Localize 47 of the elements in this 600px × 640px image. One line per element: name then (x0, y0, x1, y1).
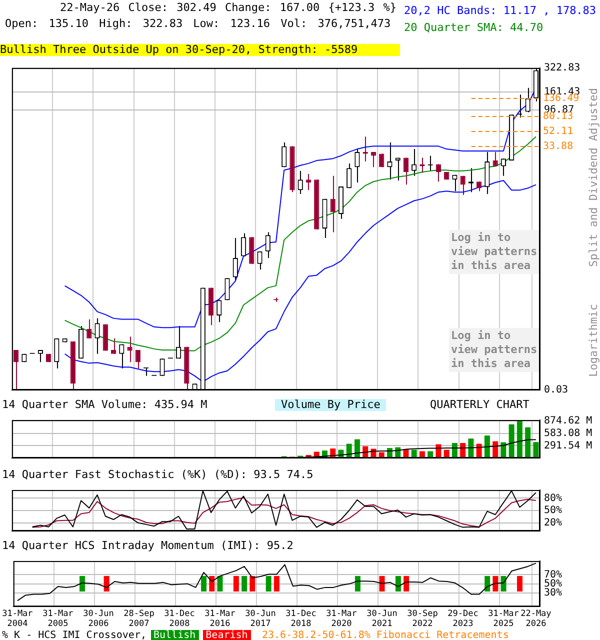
x-tick-label: 31-Mar 2025 (488, 608, 519, 630)
x-tick-label: 31-Mar 2016 (204, 608, 236, 630)
ref-line-label: 80.13 (543, 111, 574, 122)
legend-title: % K - HCS IMI Crossover, (2, 630, 146, 640)
y-tick-label: 70% (544, 569, 562, 580)
x-tick-label: 31-Mar 2005 (42, 608, 74, 630)
ref-line-label: 52.11 (543, 126, 574, 138)
ref-line-label: 33.88 (543, 141, 574, 152)
text: Logarithmic (587, 304, 600, 377)
text: QUARTERLY CHART (430, 398, 530, 411)
x-tick-label: 30-Jun 2017 (245, 608, 276, 630)
annotation: Log in to view patterns in this area (449, 328, 539, 372)
y-tick-label: 80% (544, 492, 562, 504)
y-tick-label: 50% (544, 505, 562, 516)
x-tick-label: 30-Sep 2022 (407, 608, 438, 630)
chart-subtitle: Open: 135.10 High: 322.83 Low: 123.16 Vol: 376,751,473 (5, 17, 391, 30)
text: 20 Quarter SMA: 44.70 (404, 20, 544, 36)
y-tick-label: 0.03 (544, 384, 568, 396)
chart-title: 14 Quarter Fast Stochastic (%K) (%D): 93.5 74.5 (2, 468, 314, 481)
y-tick-label: 291.54 M (544, 440, 592, 452)
text: 20,2 HC Bands: 11.17 , 178.83 (404, 3, 596, 19)
x-tick-label: 22-May 2026 (520, 608, 552, 630)
y-tick-label: 20% (544, 517, 562, 528)
text: 23.6-38.2-50-61.8% Fibonacci Retracements (262, 630, 509, 640)
x-tick-label: 29-Dec 2023 (448, 608, 478, 630)
x-tick-label: 31-Dec 2018 (286, 608, 316, 630)
annotation: Log in to view patterns in this area (449, 230, 539, 274)
y-tick-label: 874.62 M (544, 416, 592, 427)
chart-title: 14 Quarter HCS Intraday Momentum (IMI): 95.2 (2, 539, 294, 552)
x-tick-label: 28-Sep 2007 (124, 608, 154, 630)
ref-line-label: 136.49 (543, 93, 580, 104)
x-tick-label: 30-Jun 2021 (366, 608, 398, 630)
text: Split and Dividend Adjusted (587, 88, 600, 267)
text: Bullish Three Outside Up on 30-Sep-20, Strength: -5589 (0, 43, 400, 56)
x-tick-label: 31-Mar 2004 (2, 608, 33, 630)
y-tick-label: 30% (544, 588, 562, 599)
chart-title: 14 Quarter SMA Volume: 435.94 M (2, 398, 208, 411)
text: Volume By Price (275, 398, 386, 411)
x-tick-label: 30-Jun 2006 (83, 608, 114, 630)
x-tick-label: 31-Mar 2020 (326, 608, 357, 630)
x-tick-label: 31-Dec 2008 (164, 608, 195, 630)
y-tick-label: 583.08 M (544, 428, 592, 439)
y-tick-label: 322.83 (544, 62, 580, 74)
text: Bearish (202, 630, 251, 640)
y-tick-label: 50% (544, 578, 562, 590)
chart-title: 22-May-26 Close: 302.49 Change: 167.00 {+123.3 %} (60, 1, 397, 14)
text: Bullish (150, 630, 199, 640)
